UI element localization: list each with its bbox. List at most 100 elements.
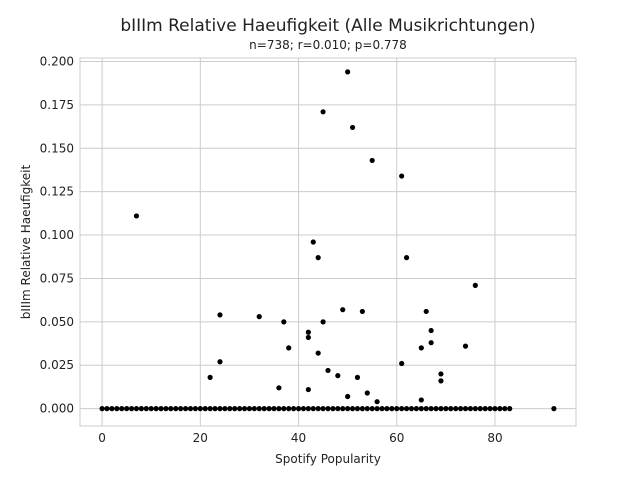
data-point [453,406,459,412]
data-point [443,406,449,412]
x-tick-label: 40 [291,431,306,445]
data-point [345,393,351,400]
data-point [197,406,203,412]
data-point [261,406,267,412]
data-point [256,406,262,412]
y-tick-label: 0.100 [40,228,74,242]
data-point [138,406,144,412]
plot-frame [79,57,577,427]
data-points [99,69,557,412]
data-point [276,385,282,391]
data-point [237,406,243,412]
data-point [178,406,184,412]
data-point [467,406,474,412]
data-point [109,406,115,412]
data-point [354,374,361,380]
data-point [374,399,380,405]
data-point [369,157,375,164]
data-point [349,406,356,412]
data-point [457,406,464,412]
data-point [379,406,385,412]
data-point [462,343,469,349]
data-point [364,406,370,412]
data-point [408,406,415,412]
data-point [187,406,194,412]
data-point [133,213,140,219]
x-tick-label: 0 [98,431,106,445]
data-point [374,406,380,412]
data-point [492,406,498,412]
data-point [207,406,213,412]
data-point [114,406,120,412]
data-point [423,406,429,412]
data-point [246,406,253,412]
data-point [325,406,331,412]
data-point [320,319,326,325]
data-point [384,406,390,412]
data-point [305,329,311,335]
data-point [281,406,287,412]
y-axis-label: bIIIm Relative Haeufigkeit [19,164,33,319]
y-tick-label: 0.075 [40,271,74,285]
data-point [104,406,110,412]
data-point [315,350,321,356]
data-point [389,406,395,412]
data-point [300,406,307,412]
x-tick-label: 20 [193,431,208,445]
data-point [330,406,336,412]
data-point [482,406,488,412]
data-point [227,406,233,412]
data-point [217,406,223,412]
data-point [507,406,513,412]
data-point [399,360,405,367]
data-point [192,406,199,412]
data-point [305,334,311,341]
data-point [359,406,365,412]
y-tick-label: 0.050 [40,315,74,329]
data-point [399,173,405,179]
data-point [217,359,223,365]
data-point [487,406,493,412]
data-point [163,406,169,412]
data-point [315,255,321,261]
data-point [241,406,248,412]
data-point [305,406,311,412]
y-tick-label: 0.175 [40,98,74,112]
y-axis-ticks: 0.000 0.025 0.050 0.075 0.100 0.125 0.150 0.175… [40,54,74,415]
data-point [310,406,316,412]
data-point [354,406,361,412]
data-point [335,406,341,412]
data-point [349,124,356,131]
data-point [310,239,316,245]
x-axis-label: Spotify Popularity [275,452,381,466]
data-point [433,406,439,412]
data-point [438,378,444,384]
data-point [128,406,135,412]
data-point [423,308,429,315]
data-point [266,406,272,412]
data-point [345,406,351,412]
data-point [428,327,434,334]
data-point [359,308,365,315]
data-point [325,367,331,374]
data-point [148,406,154,412]
data-point [251,406,257,412]
data-point [428,406,434,412]
chart-title: bIIIm Relative Haeufigkeit (Alle Musikri… [120,16,535,36]
data-point [335,373,341,379]
data-point [320,406,326,412]
data-point [182,406,189,412]
data-point [497,406,503,412]
data-point [153,406,159,412]
chart-subtitle: n=738; r=0.010; p=0.778 [249,38,407,52]
data-point [168,406,174,412]
x-tick-label: 80 [487,431,502,445]
data-point [295,406,302,412]
data-point [394,406,400,412]
data-point [502,406,508,412]
y-tick-label: 0.025 [40,358,74,372]
x-tick-label: 60 [389,431,404,445]
data-point [438,406,444,412]
data-point [418,345,424,351]
